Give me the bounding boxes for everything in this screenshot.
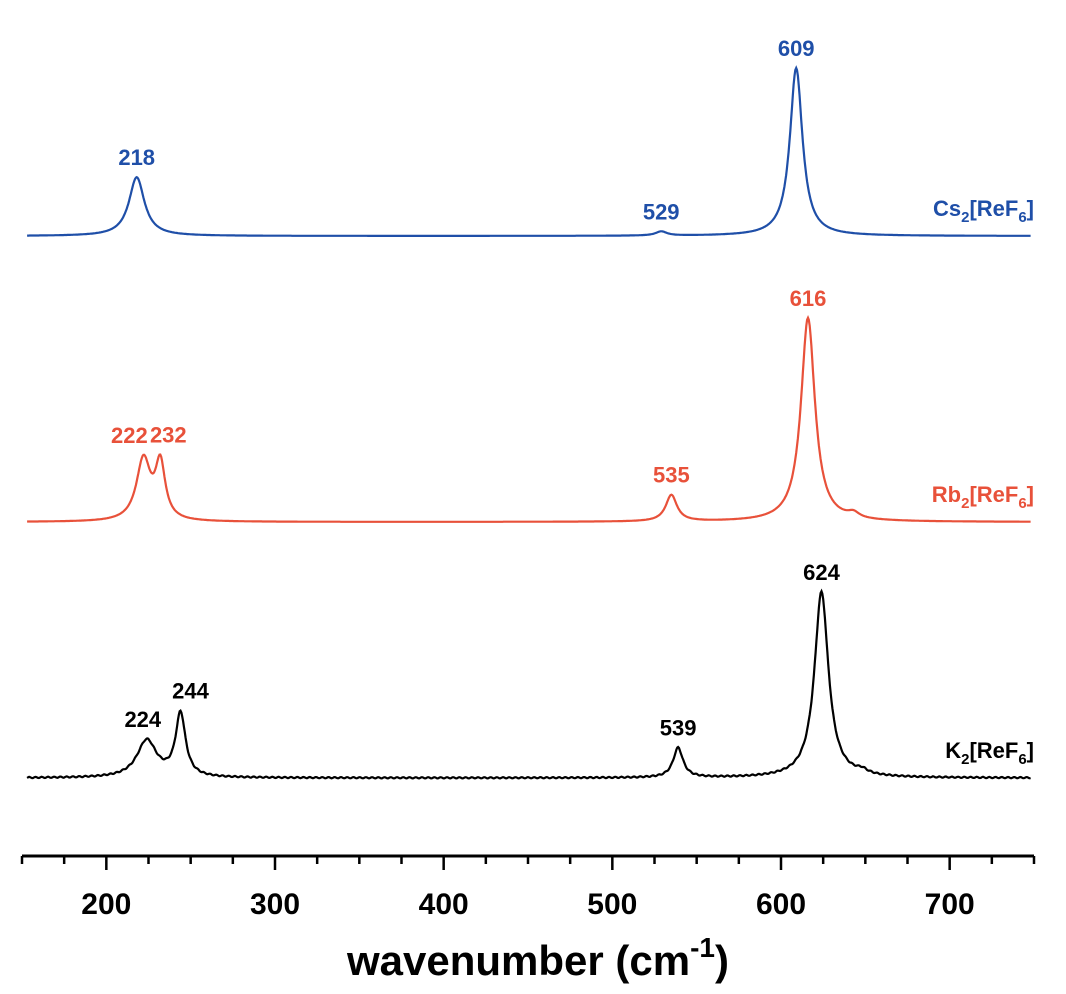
series-name-part: Rb: [932, 482, 961, 507]
x-axis-title-close: ): [715, 937, 729, 984]
x-tick-label: 700: [925, 888, 975, 921]
series-name-part: 6: [1018, 751, 1026, 768]
series-name-part: 2: [961, 495, 969, 512]
series-name-part: 2: [961, 209, 969, 226]
peak-label: 224: [124, 707, 161, 732]
series-name-part: 2: [961, 751, 969, 768]
x-axis: 200 300 400 500 600 700: [20, 854, 1036, 921]
series-name-part: [ReF: [969, 482, 1018, 507]
series-name: Cs2[ReF6]: [933, 196, 1034, 226]
peak-label: 232: [150, 423, 187, 448]
series-name-part: 6: [1018, 495, 1026, 512]
x-tick-label: 400: [419, 888, 469, 921]
series-name: Rb2[ReF6]: [932, 482, 1034, 512]
peak-label: 616: [790, 286, 827, 311]
series-name-part: ]: [1027, 738, 1034, 763]
peak-label: 244: [172, 679, 209, 704]
x-tick-label: 500: [587, 888, 637, 921]
spectrum-line-cs: [27, 65, 1031, 237]
x-axis-title: wavenumber (cm-1): [346, 932, 729, 984]
x-axis-title-superscript: -1: [690, 932, 715, 963]
series-name: K2[ReF6]: [945, 738, 1034, 768]
x-tick-label: 600: [756, 888, 806, 921]
series-name-part: ]: [1027, 196, 1034, 221]
series-name-part: ]: [1027, 482, 1034, 507]
x-tick-label: 200: [81, 888, 131, 921]
series-rb: 222 232 535 616 Rb2[ReF6]: [27, 286, 1034, 523]
peak-label: 529: [643, 199, 680, 224]
peak-label: 539: [660, 716, 697, 741]
peak-label: 609: [778, 36, 815, 61]
x-tick-label: 300: [250, 888, 300, 921]
spectrum-line-rb: [27, 314, 1031, 523]
series-name-part: [ReF: [969, 196, 1018, 221]
series-cs: 218 529 609 Cs2[ReF6]: [27, 36, 1034, 237]
series-name-part: [ReF: [969, 738, 1018, 763]
x-axis-title-main: wavenumber (cm: [346, 937, 690, 984]
series-k: 224 244 539 624 K2[ReF6]: [26, 560, 1034, 780]
spectrum-line-k: [26, 588, 1031, 780]
series-name-part: 6: [1018, 209, 1026, 226]
series-name-part: K: [945, 738, 961, 763]
peak-label: 535: [653, 463, 690, 488]
peak-label: 624: [803, 560, 840, 585]
peak-label: 222: [111, 423, 148, 448]
peak-label: 218: [118, 145, 155, 170]
series-name-part: Cs: [933, 196, 961, 221]
x-axis-ticks: 200 300 400 500 600 700: [20, 856, 1036, 921]
